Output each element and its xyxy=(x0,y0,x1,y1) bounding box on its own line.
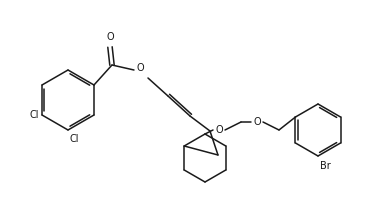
Text: O: O xyxy=(215,125,223,135)
Text: O: O xyxy=(106,32,114,42)
Text: O: O xyxy=(136,63,144,73)
Text: Cl: Cl xyxy=(30,110,39,120)
Text: Br: Br xyxy=(320,161,331,171)
Text: O: O xyxy=(253,117,261,127)
Text: Cl: Cl xyxy=(70,134,80,144)
